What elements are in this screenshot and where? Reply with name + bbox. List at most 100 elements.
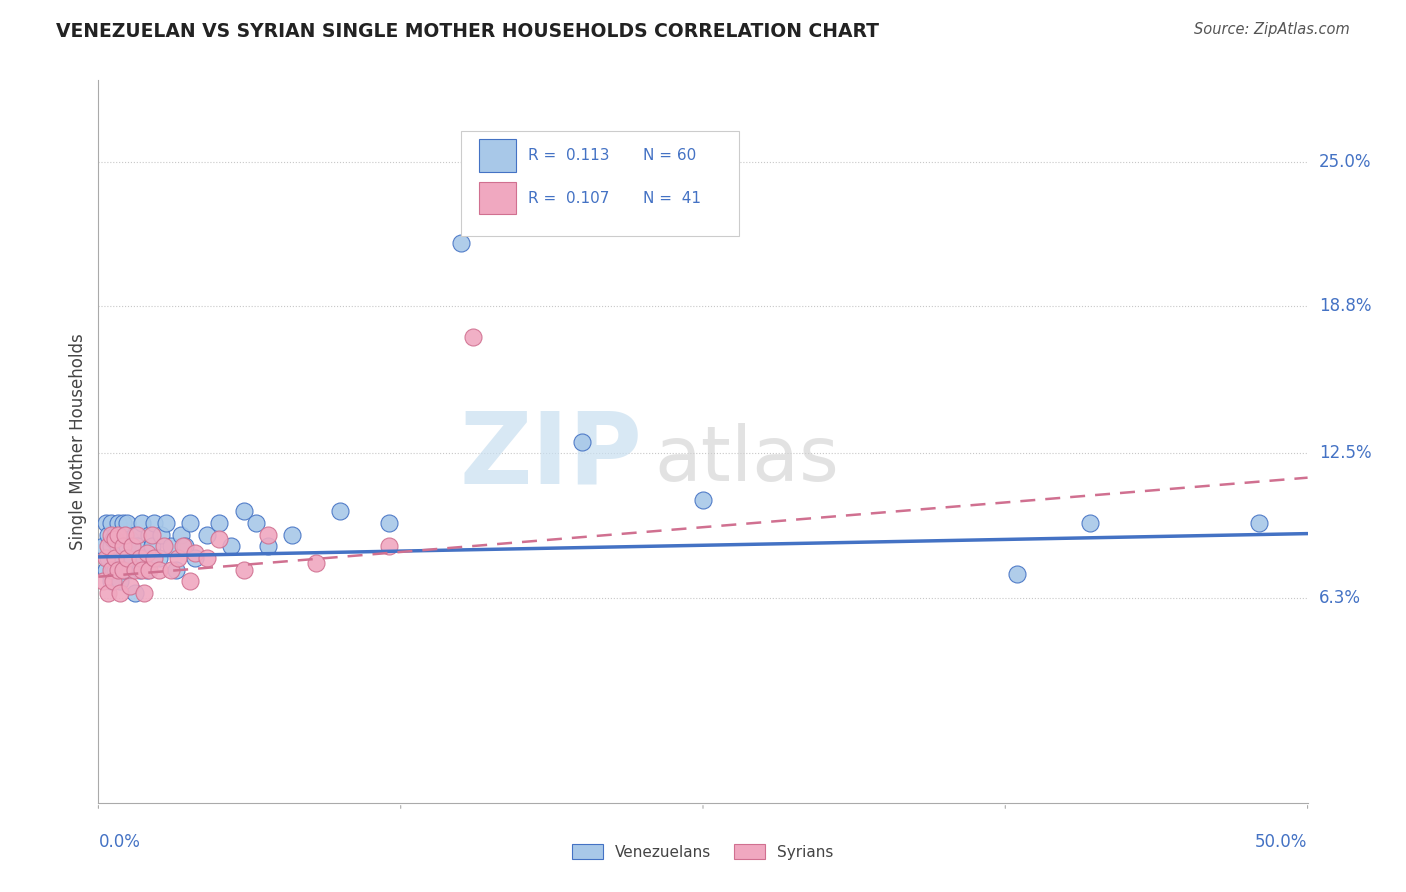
Text: atlas: atlas [655, 423, 839, 497]
Point [127, 540, 149, 554]
Point [117, 540, 139, 554]
Point [114, 528, 136, 542]
Y-axis label: Single Mother Households: Single Mother Households [69, 334, 87, 549]
Point [1249, 516, 1271, 530]
Point [117, 516, 139, 530]
Point [184, 551, 207, 566]
Point [134, 551, 156, 566]
Point [101, 563, 124, 577]
Point [179, 574, 201, 589]
Point [121, 551, 143, 566]
Point [104, 551, 127, 566]
Point [155, 516, 177, 530]
Text: R =  0.107: R = 0.107 [527, 191, 609, 206]
Point [174, 540, 197, 554]
Legend: Venezuelans, Syrians: Venezuelans, Syrians [565, 836, 841, 867]
Text: 18.8%: 18.8% [1319, 297, 1371, 316]
Point [131, 563, 153, 577]
Point [305, 556, 328, 570]
Point [107, 563, 129, 577]
Point [114, 528, 136, 542]
Point [114, 563, 136, 577]
Point [377, 516, 399, 530]
Point [124, 528, 146, 542]
Point [571, 434, 593, 449]
Point [195, 551, 218, 566]
Point [121, 540, 143, 554]
Point [111, 563, 134, 577]
Point [148, 563, 170, 577]
Bar [479, 139, 516, 171]
Point [104, 551, 127, 566]
Point [100, 574, 122, 589]
Point [184, 546, 207, 560]
Point [141, 540, 163, 554]
Point [128, 551, 150, 566]
FancyBboxPatch shape [461, 131, 740, 235]
Point [195, 528, 218, 542]
Point [208, 516, 231, 530]
Point [117, 551, 139, 566]
Point [107, 540, 129, 554]
Point [91, 574, 114, 589]
Point [107, 528, 129, 542]
Point [128, 563, 150, 577]
Point [138, 563, 160, 577]
Point [692, 492, 714, 507]
Point [108, 533, 131, 547]
Text: VENEZUELAN VS SYRIAN SINGLE MOTHER HOUSEHOLDS CORRELATION CHART: VENEZUELAN VS SYRIAN SINGLE MOTHER HOUSE… [56, 22, 879, 41]
Point [232, 563, 254, 577]
Point [165, 563, 187, 577]
Point [104, 528, 127, 542]
Point [1078, 516, 1101, 530]
Text: 0.0%: 0.0% [98, 833, 141, 851]
Point [1007, 567, 1029, 582]
Point [97, 540, 120, 554]
Point [111, 516, 134, 530]
Point [141, 528, 163, 542]
Point [135, 546, 157, 560]
Point [91, 540, 114, 554]
Text: 12.5%: 12.5% [1319, 444, 1371, 462]
Text: Source: ZipAtlas.com: Source: ZipAtlas.com [1194, 22, 1350, 37]
Point [135, 563, 157, 577]
Point [232, 504, 254, 518]
Point [111, 551, 134, 566]
Point [94, 563, 117, 577]
Text: 25.0%: 25.0% [1319, 153, 1371, 171]
Point [245, 516, 267, 530]
Point [100, 528, 122, 542]
Point [169, 528, 191, 542]
Point [127, 528, 149, 542]
Point [281, 528, 304, 542]
Point [377, 540, 399, 554]
Point [167, 551, 190, 566]
Point [256, 540, 278, 554]
Point [124, 586, 146, 600]
Point [97, 586, 120, 600]
Text: R =  0.113: R = 0.113 [527, 148, 609, 162]
Point [131, 516, 153, 530]
Text: N = 60: N = 60 [643, 148, 696, 162]
Point [150, 528, 173, 542]
Point [148, 551, 170, 566]
Point [124, 563, 146, 577]
Text: 50.0%: 50.0% [1256, 833, 1308, 851]
Text: N =  41: N = 41 [643, 191, 700, 206]
Point [172, 540, 194, 554]
Text: 6.3%: 6.3% [1319, 589, 1361, 607]
Point [463, 329, 485, 343]
Point [143, 516, 166, 530]
Text: ZIP: ZIP [460, 408, 643, 505]
Point [138, 528, 160, 542]
Point [108, 586, 131, 600]
Point [101, 533, 124, 547]
Point [134, 586, 156, 600]
Point [101, 574, 124, 589]
Point [100, 516, 122, 530]
Point [94, 516, 117, 530]
Point [160, 540, 183, 554]
Point [329, 504, 352, 518]
Point [256, 528, 278, 542]
Point [94, 551, 117, 566]
